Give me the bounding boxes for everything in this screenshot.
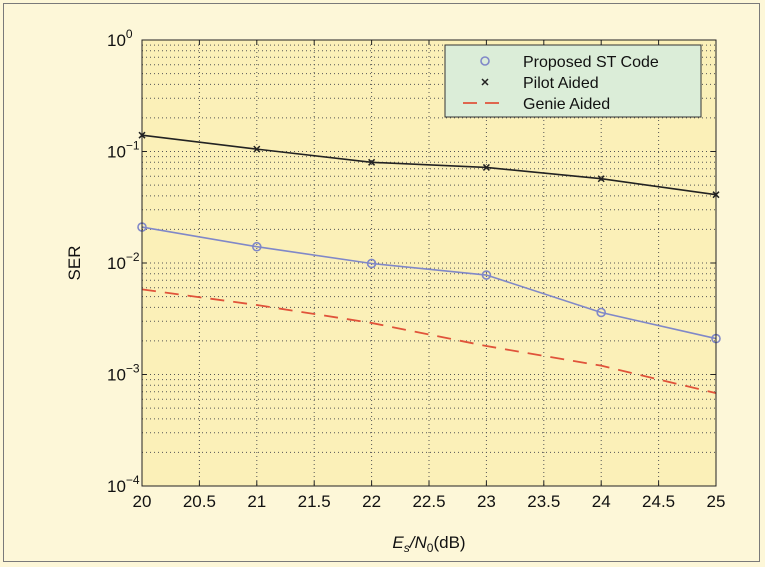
data-point [597,175,605,183]
x-tick-label: 24.5 [642,492,675,511]
x-label-unit: (dB) [433,533,465,552]
legend: Proposed ST Code Pilot Aided Genie Aided [444,44,702,118]
x-tick-label: 22 [362,492,381,511]
legend-label: Pilot Aided [523,75,599,92]
legend-entry: Proposed ST Code [480,54,659,71]
series-proposed-st-code [137,222,721,344]
x-tick-label: 23 [477,492,496,511]
x-label-n: /N [409,533,428,552]
series-line [141,134,717,196]
data-point [253,145,261,153]
legend-label: Proposed ST Code [523,54,659,71]
y-tick-label: 10−1 [107,139,140,162]
legend-symbol [481,78,489,86]
x-label-sub-0: 0 [427,541,434,555]
x-tick-label: 22.5 [412,492,445,511]
x-tick-label: 20 [133,492,152,511]
data-point [368,158,376,166]
series-layer [137,131,721,395]
series-line [141,226,717,340]
y-tick-label: 10−3 [107,362,140,385]
data-point [251,241,262,252]
x-axis-label: Es/N0(dB) [392,533,465,555]
data-point [482,163,490,171]
x-label-sub-s: s [404,541,410,555]
y-axis-label: SER [65,246,84,281]
legend-entry: Genie Aided [463,96,610,113]
x-tick-label: 21.5 [298,492,331,511]
data-point [481,270,492,280]
legend-symbol [480,56,490,66]
x-tick-label: 21 [247,492,266,511]
legend-label: Genie Aided [523,96,610,113]
y-tick-label: 10−2 [107,250,140,273]
series-genie-aided [141,288,717,395]
x-label-e: E [392,533,404,552]
x-tick-label: 24 [592,492,611,511]
x-tick-label: 25 [707,492,726,511]
y-tick-label: 10−4 [107,473,140,496]
x-tick-label: 23.5 [527,492,560,511]
data-point [596,307,607,318]
data-point [366,258,377,269]
x-tick-label: 20.5 [183,492,216,511]
legend-entry: Pilot Aided [481,75,599,92]
y-tick-label: 100 [107,27,133,50]
legend-box [444,44,702,118]
axis-ticks: 20 20.5 21 21.5 22 22.5 23 23.5 24 24.5 25 100 10−1 1… [107,27,725,511]
series-line [141,288,717,395]
